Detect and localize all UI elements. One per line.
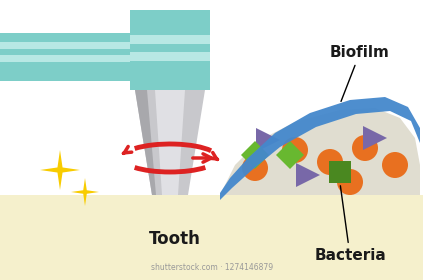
Circle shape — [242, 155, 268, 181]
Polygon shape — [276, 141, 304, 169]
Circle shape — [282, 137, 308, 163]
Bar — [0, 55, 130, 62]
Bar — [130, 35, 210, 44]
Polygon shape — [220, 97, 420, 200]
Bar — [329, 161, 351, 183]
Circle shape — [352, 135, 378, 161]
Polygon shape — [155, 90, 185, 195]
Polygon shape — [220, 108, 420, 195]
Polygon shape — [241, 141, 269, 169]
Bar — [0, 33, 130, 81]
Polygon shape — [135, 90, 205, 195]
Polygon shape — [296, 163, 320, 187]
Polygon shape — [135, 90, 156, 195]
Text: Biofilm: Biofilm — [330, 45, 390, 101]
Polygon shape — [40, 150, 80, 190]
Polygon shape — [256, 128, 280, 152]
Circle shape — [317, 149, 343, 175]
Circle shape — [337, 169, 363, 195]
Polygon shape — [363, 126, 387, 150]
Bar — [130, 10, 210, 90]
Polygon shape — [71, 178, 99, 206]
Text: shutterstock.com · 1274146879: shutterstock.com · 1274146879 — [151, 263, 273, 272]
Bar — [130, 52, 210, 61]
Text: Tooth: Tooth — [149, 230, 201, 248]
Circle shape — [382, 152, 408, 178]
Bar — [0, 42, 130, 49]
Text: Bacteria: Bacteria — [314, 186, 386, 263]
Bar — [0, 195, 423, 280]
